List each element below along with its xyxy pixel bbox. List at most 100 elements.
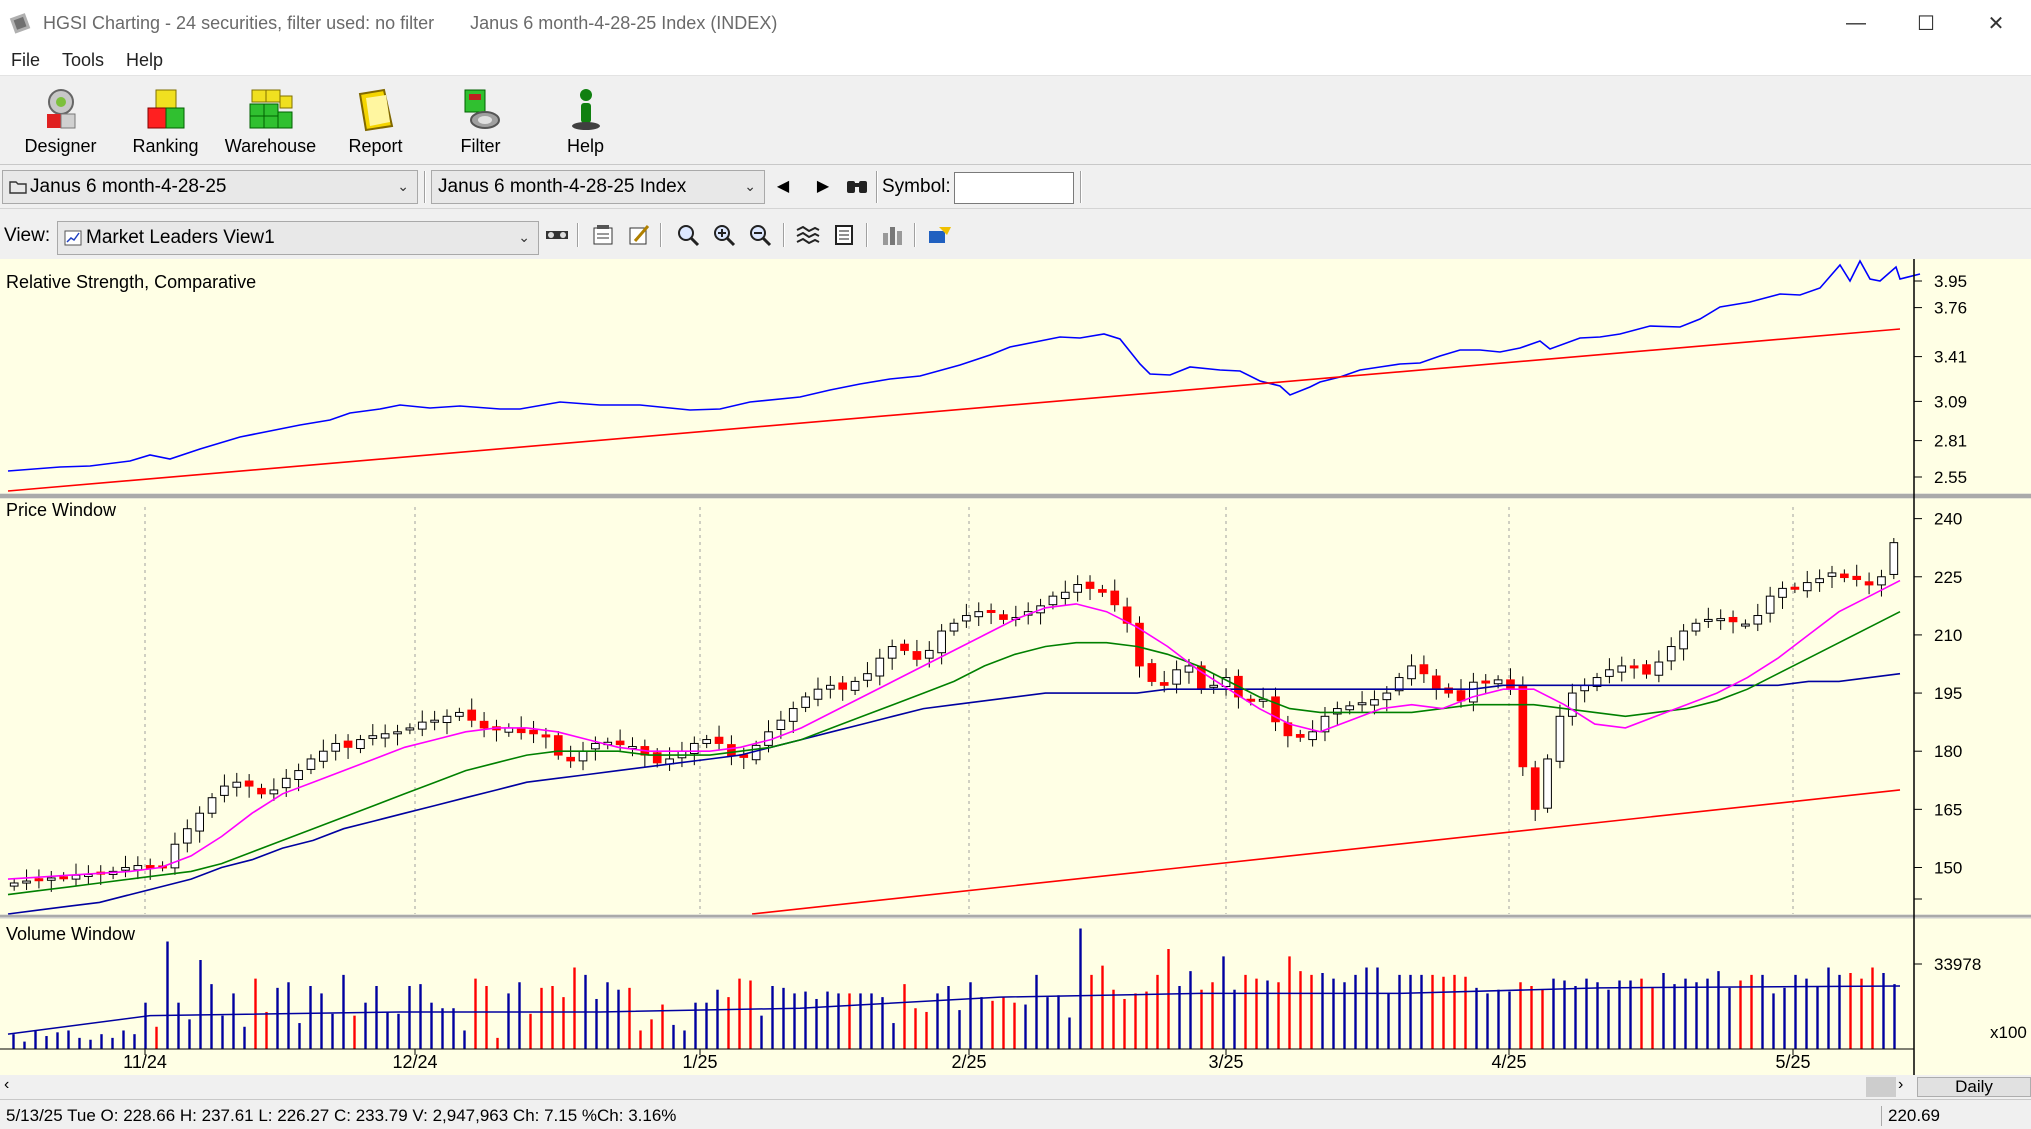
status-info: 5/13/25 Tue O: 228.66 H: 237.61 L: 226.2… <box>6 1106 677 1125</box>
zoom-out-button[interactable] <box>746 221 774 249</box>
volume-panel <box>7 928 1901 1049</box>
export-button[interactable] <box>926 221 954 249</box>
candle <box>467 709 477 721</box>
zoom-in-button[interactable] <box>710 221 738 249</box>
security-selector[interactable]: Janus 6 month-4-28-25 Index ⌄ <box>431 170 765 204</box>
edit-view-button[interactable] <box>625 221 653 249</box>
selector-bar: Janus 6 month-4-28-25 ⌄ Janus 6 month-4-… <box>0 165 2031 209</box>
price-y-tick-label: 165 <box>1934 800 1962 819</box>
candle <box>788 708 798 722</box>
volume-unit-label: x100 <box>1990 1023 2027 1042</box>
candle <box>1778 587 1787 598</box>
status-price: 220.69 <box>1881 1106 1940 1126</box>
designer-button[interactable]: Designer <box>8 76 113 163</box>
maximize-button[interactable]: ☐ <box>1917 12 1935 35</box>
menu-tools[interactable]: Tools <box>62 50 105 70</box>
table-icon <box>835 225 853 245</box>
previous-button[interactable]: ◀ <box>776 178 790 195</box>
filter-button[interactable]: Filter <box>428 76 533 163</box>
candle <box>1060 591 1070 599</box>
scroll-left-icon[interactable]: ‹ <box>4 1076 10 1093</box>
candle <box>455 711 464 717</box>
candle <box>1716 618 1726 622</box>
candle <box>727 744 736 757</box>
candle <box>1419 664 1429 675</box>
price-y-tick-label: 240 <box>1934 510 1962 529</box>
x-tick-label: 1/25 <box>682 1052 717 1072</box>
candle <box>1840 573 1849 579</box>
candle <box>1580 684 1590 692</box>
candle <box>1172 669 1181 685</box>
candle <box>1852 575 1862 580</box>
menu-bar: File Tools Help <box>0 46 2031 76</box>
candle <box>1877 576 1886 586</box>
close-button[interactable]: ✕ <box>1987 12 2005 35</box>
edit-icon <box>629 225 650 245</box>
menu-file[interactable]: File <box>11 50 41 70</box>
candle <box>1308 731 1317 741</box>
candle <box>220 785 229 796</box>
zoom-button[interactable] <box>674 221 702 249</box>
help-button[interactable]: Help <box>533 76 638 163</box>
magnifier-icon <box>678 225 700 247</box>
candle <box>1889 542 1899 575</box>
bar-chart-icon <box>883 227 902 245</box>
candle <box>1617 665 1627 673</box>
binoculars-button[interactable] <box>844 173 870 199</box>
horizontal-scrollbar[interactable]: ‹ › <box>0 1075 2031 1099</box>
main-toolbar: Designer Ranking Warehouse Report <box>0 76 2031 165</box>
candle <box>1469 681 1478 703</box>
properties-button[interactable] <box>589 221 617 249</box>
candle <box>1802 582 1812 592</box>
candle <box>1370 699 1379 706</box>
chart-type-button[interactable] <box>878 221 906 249</box>
scroll-thumb[interactable] <box>1866 1077 1896 1097</box>
data-table-button[interactable] <box>830 221 858 249</box>
candle <box>343 740 353 748</box>
candle <box>863 673 872 681</box>
price-y-tick-label: 150 <box>1934 858 1962 877</box>
candle <box>1073 584 1082 593</box>
chart-area[interactable]: 2.55 2.81 3.09 3.41 3.76 3.95 150 165 180 195 210 2… <box>0 259 2031 1078</box>
candle <box>1456 690 1466 702</box>
scroll-right-icon[interactable]: › <box>1898 1076 1904 1093</box>
candle <box>331 742 341 752</box>
candle <box>1271 696 1280 723</box>
candle <box>1122 606 1132 624</box>
chart-view-icon <box>64 230 82 246</box>
candle <box>912 651 922 660</box>
candle <box>1209 684 1219 688</box>
ranking-button[interactable]: Ranking <box>113 76 218 163</box>
price-y-tick-label: 210 <box>1934 626 1962 645</box>
view-settings-button[interactable] <box>543 221 571 249</box>
candle <box>813 688 823 700</box>
export-icon <box>929 227 951 243</box>
report-icon <box>358 88 393 132</box>
candle <box>1543 758 1552 809</box>
candle <box>442 715 452 724</box>
candle <box>1555 715 1565 762</box>
candle <box>826 684 835 690</box>
period-selector[interactable]: Daily <box>1917 1077 2031 1097</box>
minimize-button[interactable]: — <box>1846 11 1866 34</box>
candle <box>393 731 402 735</box>
x-tick-label: 3/25 <box>1208 1052 1243 1072</box>
candle <box>368 735 378 739</box>
rs-y-tick-label: 3.76 <box>1934 299 1967 318</box>
candle <box>714 736 724 744</box>
candle <box>566 756 575 762</box>
warehouse-button[interactable]: Warehouse <box>218 76 323 163</box>
candle <box>430 719 439 723</box>
ma-long-line <box>751 789 1901 915</box>
candle <box>900 643 909 651</box>
menu-help[interactable]: Help <box>126 50 164 70</box>
report-button[interactable]: Report <box>323 76 428 163</box>
list-selector[interactable]: Janus 6 month-4-28-25 ⌄ <box>2 170 418 204</box>
indicators-button[interactable] <box>794 221 822 249</box>
zoom-out-icon <box>750 225 772 247</box>
view-selector[interactable]: Market Leaders View1 ⌄ <box>57 221 539 255</box>
symbol-input[interactable] <box>954 172 1074 204</box>
ma-mid-line <box>7 610 1901 896</box>
next-button[interactable]: ▶ <box>816 178 830 195</box>
candle <box>1642 664 1651 675</box>
